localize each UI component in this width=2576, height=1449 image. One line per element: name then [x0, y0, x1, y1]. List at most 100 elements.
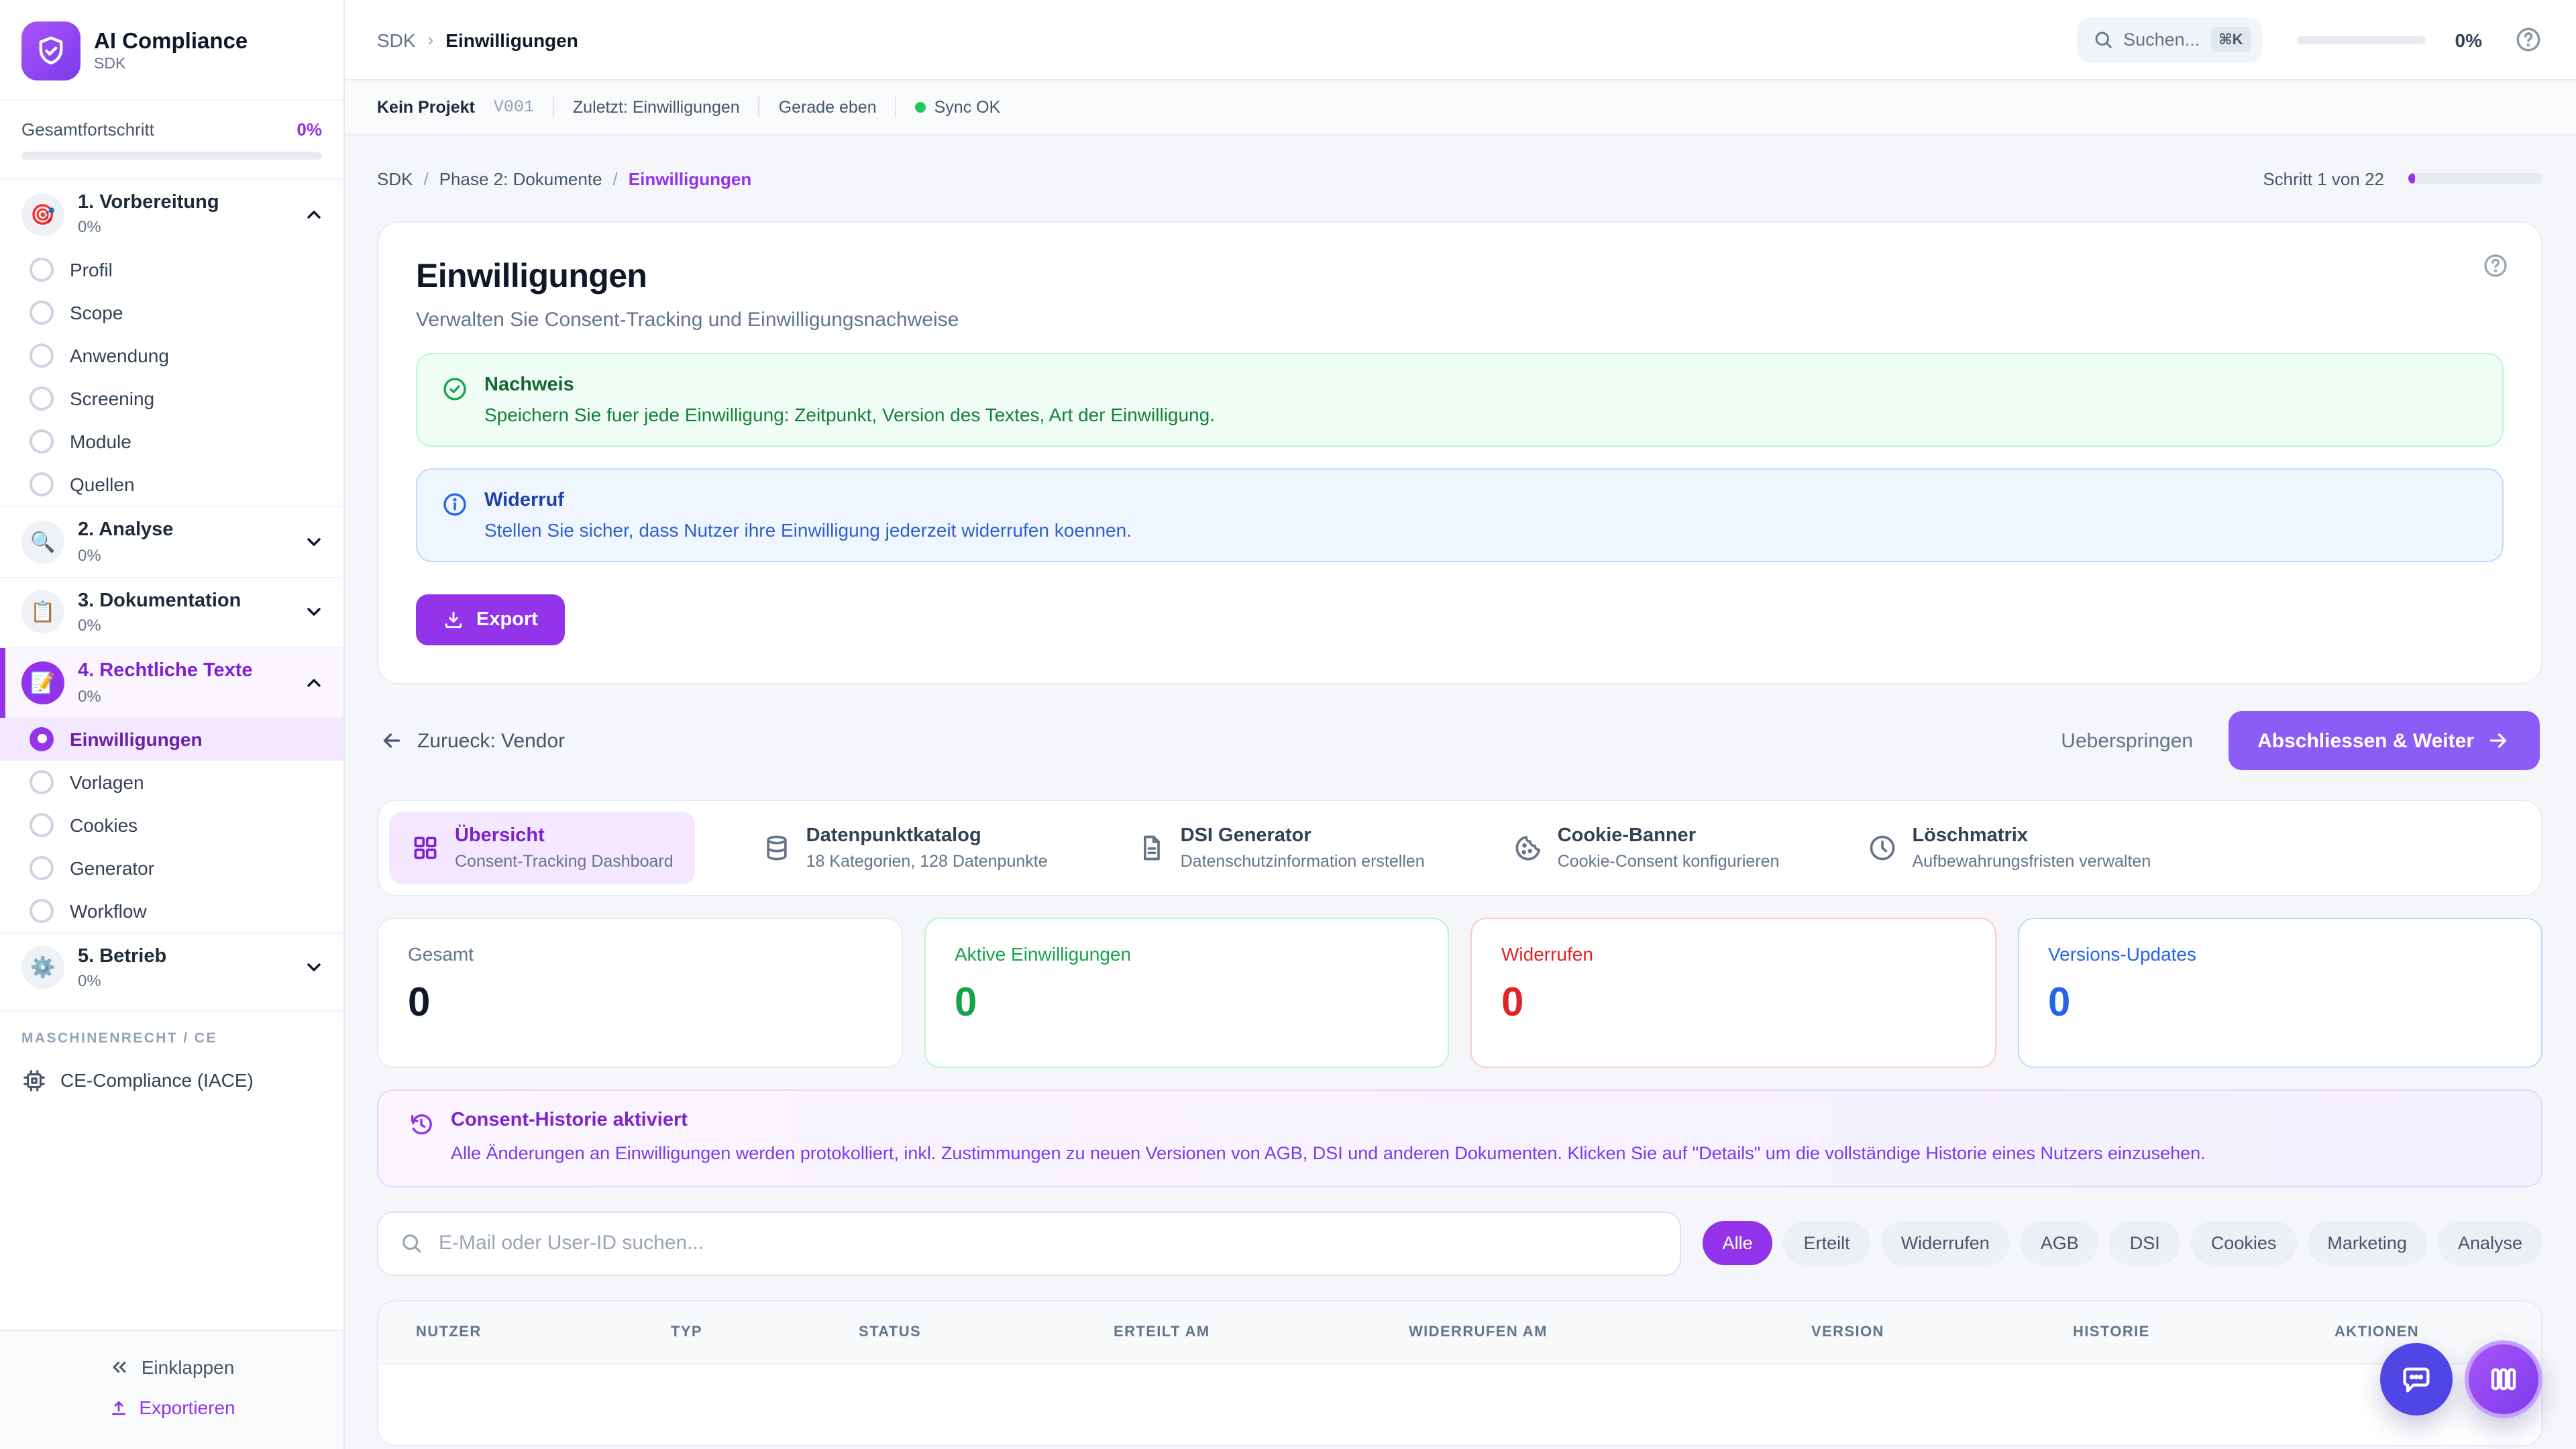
columns-fab-button[interactable]	[2465, 1340, 2542, 1418]
sidebar-section-rechtliche-texte[interactable]: 📝 4. Rechtliche Texte 0%	[0, 647, 343, 718]
tab-dsi-generator[interactable]: DSI Generator Datenschutzinformation ers…	[1115, 812, 1446, 885]
sync-ok-dot	[915, 102, 926, 113]
section-percent: 0%	[78, 616, 101, 635]
radio-empty-icon	[30, 898, 54, 923]
sidebar-item-cookies[interactable]: Cookies	[0, 803, 343, 846]
sidebar-item-module[interactable]: Module	[0, 421, 343, 464]
stat-label: Gesamt	[408, 943, 474, 965]
upload-icon	[108, 1397, 128, 1417]
breadcrumb-root[interactable]: SDK	[377, 29, 416, 50]
sidebar-section-dokumentation[interactable]: 📋 3. Dokumentation 0%	[0, 576, 343, 647]
filter-chip-cookies[interactable]: Cookies	[2190, 1221, 2297, 1266]
collapse-label: Einklappen	[141, 1356, 235, 1378]
user-search-field	[377, 1211, 1681, 1276]
filter-chip-widerrufen[interactable]: Widerrufen	[1880, 1221, 2010, 1266]
breadcrumb-phase[interactable]: Phase 2: Dokumente	[439, 168, 602, 189]
radio-empty-icon	[30, 855, 54, 880]
topbar: SDK › Einwilligungen Suchen... ⌘K 0%	[345, 0, 2576, 80]
sidebar-item-label: Anwendung	[70, 345, 169, 367]
sidebar-item-workflow[interactable]: Workflow	[0, 889, 343, 932]
radio-empty-icon	[30, 386, 54, 411]
stats-row: Gesamt 0 Aktive Einwilligungen 0 Widerru…	[377, 918, 2542, 1069]
chevron-down-icon	[303, 957, 325, 979]
tab-cookie-banner[interactable]: Cookie-Banner Cookie-Consent konfigurier…	[1492, 812, 1801, 885]
sidebar-section-betrieb[interactable]: ⚙️ 5. Betrieb 0%	[0, 932, 343, 1002]
sidebar-nav: 🎯 1. Vorbereitung 0% Profil Scope Anwen	[0, 178, 343, 1330]
app-title: AI Compliance	[94, 29, 248, 54]
page-title: Einwilligungen	[416, 258, 647, 295]
sub-tabs: Übersicht Consent-Tracking Dashboard Dat…	[377, 800, 2542, 897]
sidebar-item-label: Cookies	[70, 814, 138, 836]
stat-gesamt: Gesamt 0	[377, 918, 902, 1069]
tab-uebersicht[interactable]: Übersicht Consent-Tracking Dashboard	[389, 812, 695, 885]
sidebar-item-label: Module	[70, 431, 131, 453]
breadcrumb-sdk[interactable]: SDK	[377, 168, 413, 189]
user-search-input[interactable]	[436, 1230, 1658, 1256]
export-sidebar-button[interactable]: Exportieren	[0, 1387, 343, 1428]
page-breadcrumb-row: SDK / Phase 2: Dokumente / Einwilligunge…	[377, 136, 2542, 221]
clock-icon	[1868, 833, 1897, 863]
filter-chip-erteilt[interactable]: Erteilt	[1783, 1221, 1870, 1266]
sidebar-item-quellen[interactable]: Quellen	[0, 464, 343, 506]
filter-chip-alle[interactable]: Alle	[1702, 1221, 1773, 1266]
collapse-sidebar-button[interactable]: Einklappen	[0, 1347, 343, 1387]
sidebar-item-label: Profil	[70, 259, 113, 281]
chevron-down-icon	[303, 531, 325, 553]
sidebar-item-ce-compliance[interactable]: CE-Compliance (IACE)	[0, 1057, 343, 1110]
tab-label: Datenpunktkatalog	[806, 825, 981, 847]
consents-table: NUTZER TYP STATUS ERTEILT AM WIDERRUFEN …	[377, 1299, 2542, 1446]
filter-chip-marketing[interactable]: Marketing	[2307, 1221, 2427, 1266]
tab-datenpunktkatalog[interactable]: Datenpunktkatalog 18 Kategorien, 128 Dat…	[741, 812, 1069, 885]
stat-value: 0	[408, 981, 431, 1026]
sidebar-item-einwilligungen[interactable]: Einwilligungen	[0, 717, 343, 761]
sidebar-item-generator[interactable]: Generator	[0, 846, 343, 889]
global-search-button[interactable]: Suchen... ⌘K	[2076, 17, 2262, 62]
filter-chip-agb[interactable]: AGB	[2020, 1221, 2099, 1266]
radio-empty-icon	[30, 343, 54, 368]
chat-fab-button[interactable]	[2380, 1343, 2453, 1415]
column-header-historie: HISTORIE	[2073, 1324, 2150, 1340]
stat-label: Widerrufen	[1501, 943, 1593, 965]
sidebar-section-vorbereitung[interactable]: 🎯 1. Vorbereitung 0%	[0, 178, 343, 249]
stat-value: 0	[1501, 981, 1524, 1026]
sidebar: AI Compliance SDK Gesamtfortschritt 0% 🎯…	[0, 0, 345, 1449]
last-saved-time: Gerade eben	[778, 98, 877, 117]
history-clock-icon	[408, 1112, 435, 1167]
column-header-status: STATUS	[859, 1324, 922, 1340]
section-label: 3. Dokumentation	[78, 590, 241, 612]
page-header-card: Einwilligungen Verwalten Sie Consent-Tra…	[377, 221, 2542, 684]
radio-empty-icon	[30, 258, 54, 282]
section-label: 2. Analyse	[78, 519, 174, 541]
sidebar-item-anwendung[interactable]: Anwendung	[0, 335, 343, 378]
chevron-down-icon	[303, 602, 325, 623]
sidebar-item-scope[interactable]: Scope	[0, 292, 343, 335]
step-indicator-label: Schritt 1 von 22	[2263, 168, 2384, 189]
section-label: 5. Betrieb	[78, 945, 167, 967]
skip-button[interactable]: Ueberspringen	[2061, 729, 2194, 752]
chevron-up-icon	[303, 203, 325, 225]
radio-empty-icon	[30, 812, 54, 837]
magnifier-icon: 🔍	[21, 521, 64, 564]
export-button-label: Export	[476, 609, 538, 631]
sidebar-item-vorlagen[interactable]: Vorlagen	[0, 760, 343, 803]
sidebar-section-analyse[interactable]: 🔍 2. Analyse 0%	[0, 506, 343, 577]
filter-chip-analyse[interactable]: Analyse	[2437, 1221, 2542, 1266]
sidebar-item-profil[interactable]: Profil	[0, 249, 343, 292]
export-sidebar-label: Exportieren	[139, 1397, 235, 1418]
last-visited: Zuletzt: Einwilligungen	[572, 98, 740, 117]
back-link[interactable]: Zurueck: Vendor	[380, 729, 565, 753]
help-icon[interactable]	[2514, 25, 2542, 54]
finish-next-button[interactable]: Abschliessen & Weiter	[2228, 711, 2540, 770]
shield-check-icon	[34, 34, 68, 68]
section-percent: 0%	[78, 217, 101, 237]
banner-title: Consent-Historie aktiviert	[451, 1110, 688, 1132]
tab-loeschmatrix[interactable]: Löschmatrix Aufbewahrungsfristen verwalt…	[1846, 812, 2172, 885]
sidebar-item-screening[interactable]: Screening	[0, 378, 343, 421]
export-button[interactable]: Export	[416, 594, 565, 645]
note-title: Nachweis	[484, 374, 574, 396]
filter-chip-dsi[interactable]: DSI	[2109, 1221, 2180, 1266]
card-help-icon[interactable]	[2482, 252, 2509, 279]
breadcrumb-current: Einwilligungen	[445, 29, 578, 50]
tab-sublabel: 18 Kategorien, 128 Datenpunkte	[806, 852, 1048, 871]
